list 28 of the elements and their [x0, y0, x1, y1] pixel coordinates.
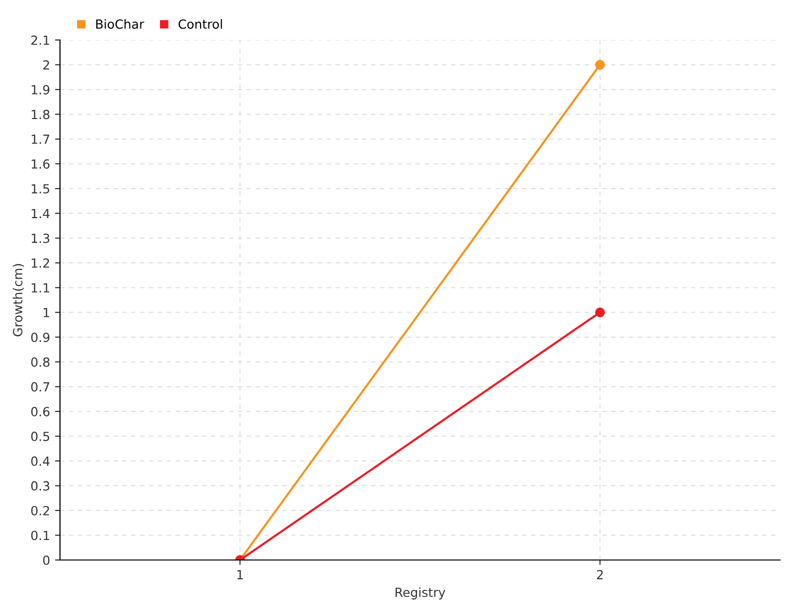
y-tick-label: 1.1 [32, 283, 50, 292]
point [595, 308, 605, 318]
y-tick-label: 1 [44, 308, 50, 318]
y-tick-label: 2.1 [31, 35, 50, 45]
y-tick-label: 1.4 [32, 208, 50, 218]
y-tick-label: 0.4 [31, 456, 50, 466]
y-tick-label: 1.5 [32, 184, 50, 194]
y-tick-label: 0.2 [31, 506, 50, 516]
x-axis-title: Registry [396, 587, 446, 600]
y-tick-label: 0.5 [31, 432, 50, 442]
y-tick-label: 0.3 [31, 481, 50, 491]
y-axis-title: Growth(cm) [12, 264, 24, 336]
y-tick-label: 0.9 [31, 332, 50, 342]
legend-label: Control [178, 19, 222, 29]
y-tick-label: 0.1 [31, 530, 50, 540]
y-tick-label: 0.6 [31, 406, 50, 416]
y-tick-label: 0 [43, 555, 50, 565]
y-tick-label: 0.8 [31, 357, 50, 367]
legend-label: BioChar [96, 19, 144, 29]
y-tick-label: 1.9 [32, 84, 50, 94]
y-tick-label: 1.3 [32, 234, 50, 244]
y-tick-label: 0.7 [31, 382, 50, 392]
point [595, 60, 605, 70]
y-tick-label: 1.6 [32, 159, 50, 169]
y-tick-label: 1.2 [32, 258, 50, 268]
y-tick-label: 1.8 [32, 110, 50, 120]
y-tick-label: 2 [43, 60, 50, 70]
y-tick-label: 1.7 [32, 134, 50, 144]
